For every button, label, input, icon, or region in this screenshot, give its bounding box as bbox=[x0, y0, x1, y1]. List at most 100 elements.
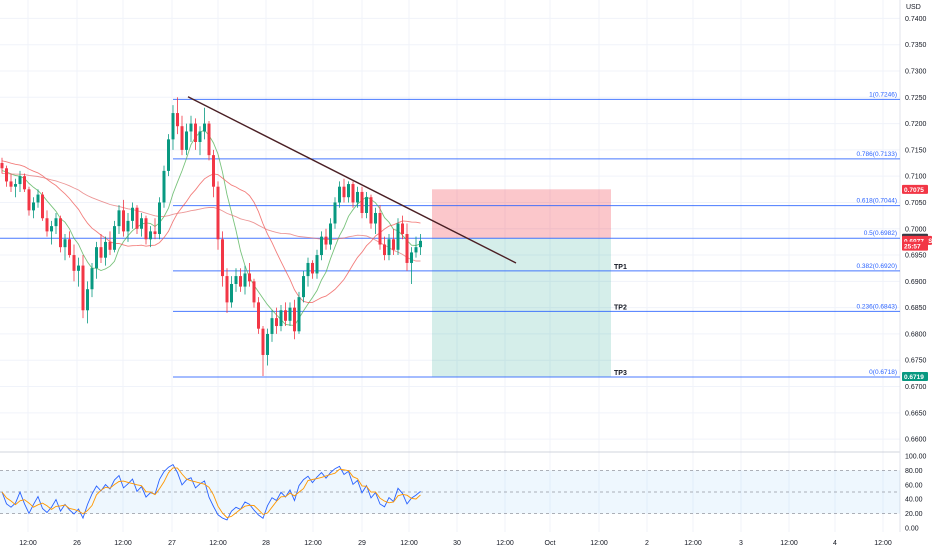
candle-body bbox=[279, 310, 283, 327]
candle-body bbox=[41, 194, 44, 219]
candle-body bbox=[171, 113, 175, 140]
trendline[interactable] bbox=[187, 96, 517, 264]
time-tick-label: 12:00 bbox=[496, 540, 514, 547]
candlestick-series bbox=[0, 97, 422, 377]
candle-body bbox=[405, 234, 409, 263]
price-tag-box bbox=[902, 372, 928, 382]
rsi-tick-label: 60.00 bbox=[905, 482, 923, 489]
candle-body bbox=[387, 239, 391, 256]
candle-body bbox=[261, 328, 265, 355]
candle-body bbox=[149, 231, 152, 240]
candle-body bbox=[9, 181, 13, 187]
price-tick-label: 0.6800 bbox=[905, 331, 927, 338]
price-tick-label: 0.7100 bbox=[905, 174, 927, 181]
candle-body bbox=[176, 113, 179, 127]
candle-body bbox=[167, 139, 170, 171]
fib-level-label: 0.618(0.7044) bbox=[857, 198, 897, 205]
candle-body bbox=[23, 176, 26, 190]
candle-body bbox=[86, 289, 89, 311]
candle-body bbox=[365, 197, 368, 213]
candle-body bbox=[144, 218, 148, 240]
candle-body bbox=[216, 186, 220, 240]
candle-body bbox=[135, 207, 139, 229]
candle-body bbox=[239, 276, 242, 287]
candle-body bbox=[338, 186, 341, 203]
price-tick-label: 0.7250 bbox=[905, 95, 927, 102]
candle-body bbox=[207, 123, 211, 156]
price-axis[interactable]: USD 0.7400 0.7350 0.7300 0.7250 0.7200 0.7150 0… bbox=[905, 4, 927, 444]
candle-body bbox=[306, 262, 310, 277]
fib-level-label: 0.786(0.7133) bbox=[857, 151, 897, 158]
candle-body bbox=[396, 223, 400, 250]
rsi-tick-label: 20.00 bbox=[905, 511, 923, 518]
candle-body bbox=[225, 276, 229, 303]
candle-body bbox=[275, 318, 278, 327]
candle-body bbox=[54, 218, 58, 227]
candle-body bbox=[198, 131, 202, 142]
price-tick-label: 0.6950 bbox=[905, 253, 927, 260]
price-tick-label: 0.7200 bbox=[905, 121, 927, 128]
price-tick-label: 0.7150 bbox=[905, 147, 927, 154]
grid bbox=[0, 0, 901, 532]
ma-fast-line bbox=[1, 129, 421, 326]
candle-body bbox=[59, 218, 62, 248]
candle-body bbox=[131, 207, 134, 221]
candle-body bbox=[257, 302, 260, 329]
take-profit-label: TP3 bbox=[614, 370, 627, 377]
time-tick-label: Oct bbox=[545, 540, 556, 547]
rsi-signal-line bbox=[1, 467, 421, 519]
candle-body bbox=[50, 226, 53, 232]
candle-body bbox=[14, 184, 17, 187]
candle-body bbox=[117, 210, 121, 227]
moving-averages bbox=[1, 129, 421, 326]
price-tag-label: 0.7075 bbox=[904, 187, 924, 194]
candle-body bbox=[158, 202, 161, 235]
candle-body bbox=[360, 191, 364, 213]
candle-body bbox=[230, 283, 233, 303]
time-axis[interactable]: 12:00 26 12:00 27 12:00 28 12:00 29 12:00 30 12:00… bbox=[19, 540, 892, 547]
fib-level-label: 0.236(0.6843) bbox=[857, 303, 897, 310]
candle-body bbox=[410, 252, 413, 263]
time-tick-label: 12:00 bbox=[780, 540, 798, 547]
candle-body bbox=[162, 170, 166, 203]
candle-body bbox=[248, 273, 251, 282]
rsi-tick-label: 0.00 bbox=[905, 526, 919, 533]
candle-body bbox=[270, 318, 274, 334]
candle-body bbox=[252, 281, 256, 303]
candle-body bbox=[392, 239, 395, 250]
time-tick-label: 12:00 bbox=[19, 540, 37, 547]
candle-body bbox=[99, 247, 103, 258]
price-tags: 0.70750.6982MANAUSD0.697725:570.6719 bbox=[902, 184, 932, 382]
candle-body bbox=[342, 186, 346, 198]
candle-body bbox=[401, 223, 404, 235]
time-tick-label: 12:00 bbox=[209, 540, 227, 547]
candle-body bbox=[234, 276, 238, 284]
candle-body bbox=[113, 226, 116, 250]
candle-body bbox=[90, 268, 94, 290]
candle-body bbox=[288, 307, 292, 321]
candle-body bbox=[189, 123, 193, 132]
time-tick-label: 12:00 bbox=[684, 540, 702, 547]
time-tick-label: 30 bbox=[453, 540, 461, 547]
take-profit-zone bbox=[432, 238, 611, 378]
candle-body bbox=[369, 197, 373, 224]
currency-label: USD bbox=[906, 4, 921, 11]
rsi-tick-label: 80.00 bbox=[905, 468, 923, 475]
candle-body bbox=[5, 168, 8, 182]
candle-body bbox=[221, 239, 224, 277]
candle-body bbox=[320, 236, 323, 256]
candle-body bbox=[81, 265, 85, 311]
trade-position-box[interactable] bbox=[432, 189, 611, 378]
candle-body bbox=[153, 231, 157, 235]
candle-body bbox=[212, 155, 215, 187]
price-tag-label: 0.6719 bbox=[904, 374, 924, 381]
price-tag-box bbox=[902, 241, 928, 251]
candle-body bbox=[180, 126, 184, 150]
rsi-line bbox=[1, 463, 421, 521]
candle-body bbox=[63, 239, 67, 248]
time-tick-label: 27 bbox=[168, 540, 176, 547]
candle-body bbox=[347, 184, 350, 198]
candle-body bbox=[27, 189, 31, 211]
